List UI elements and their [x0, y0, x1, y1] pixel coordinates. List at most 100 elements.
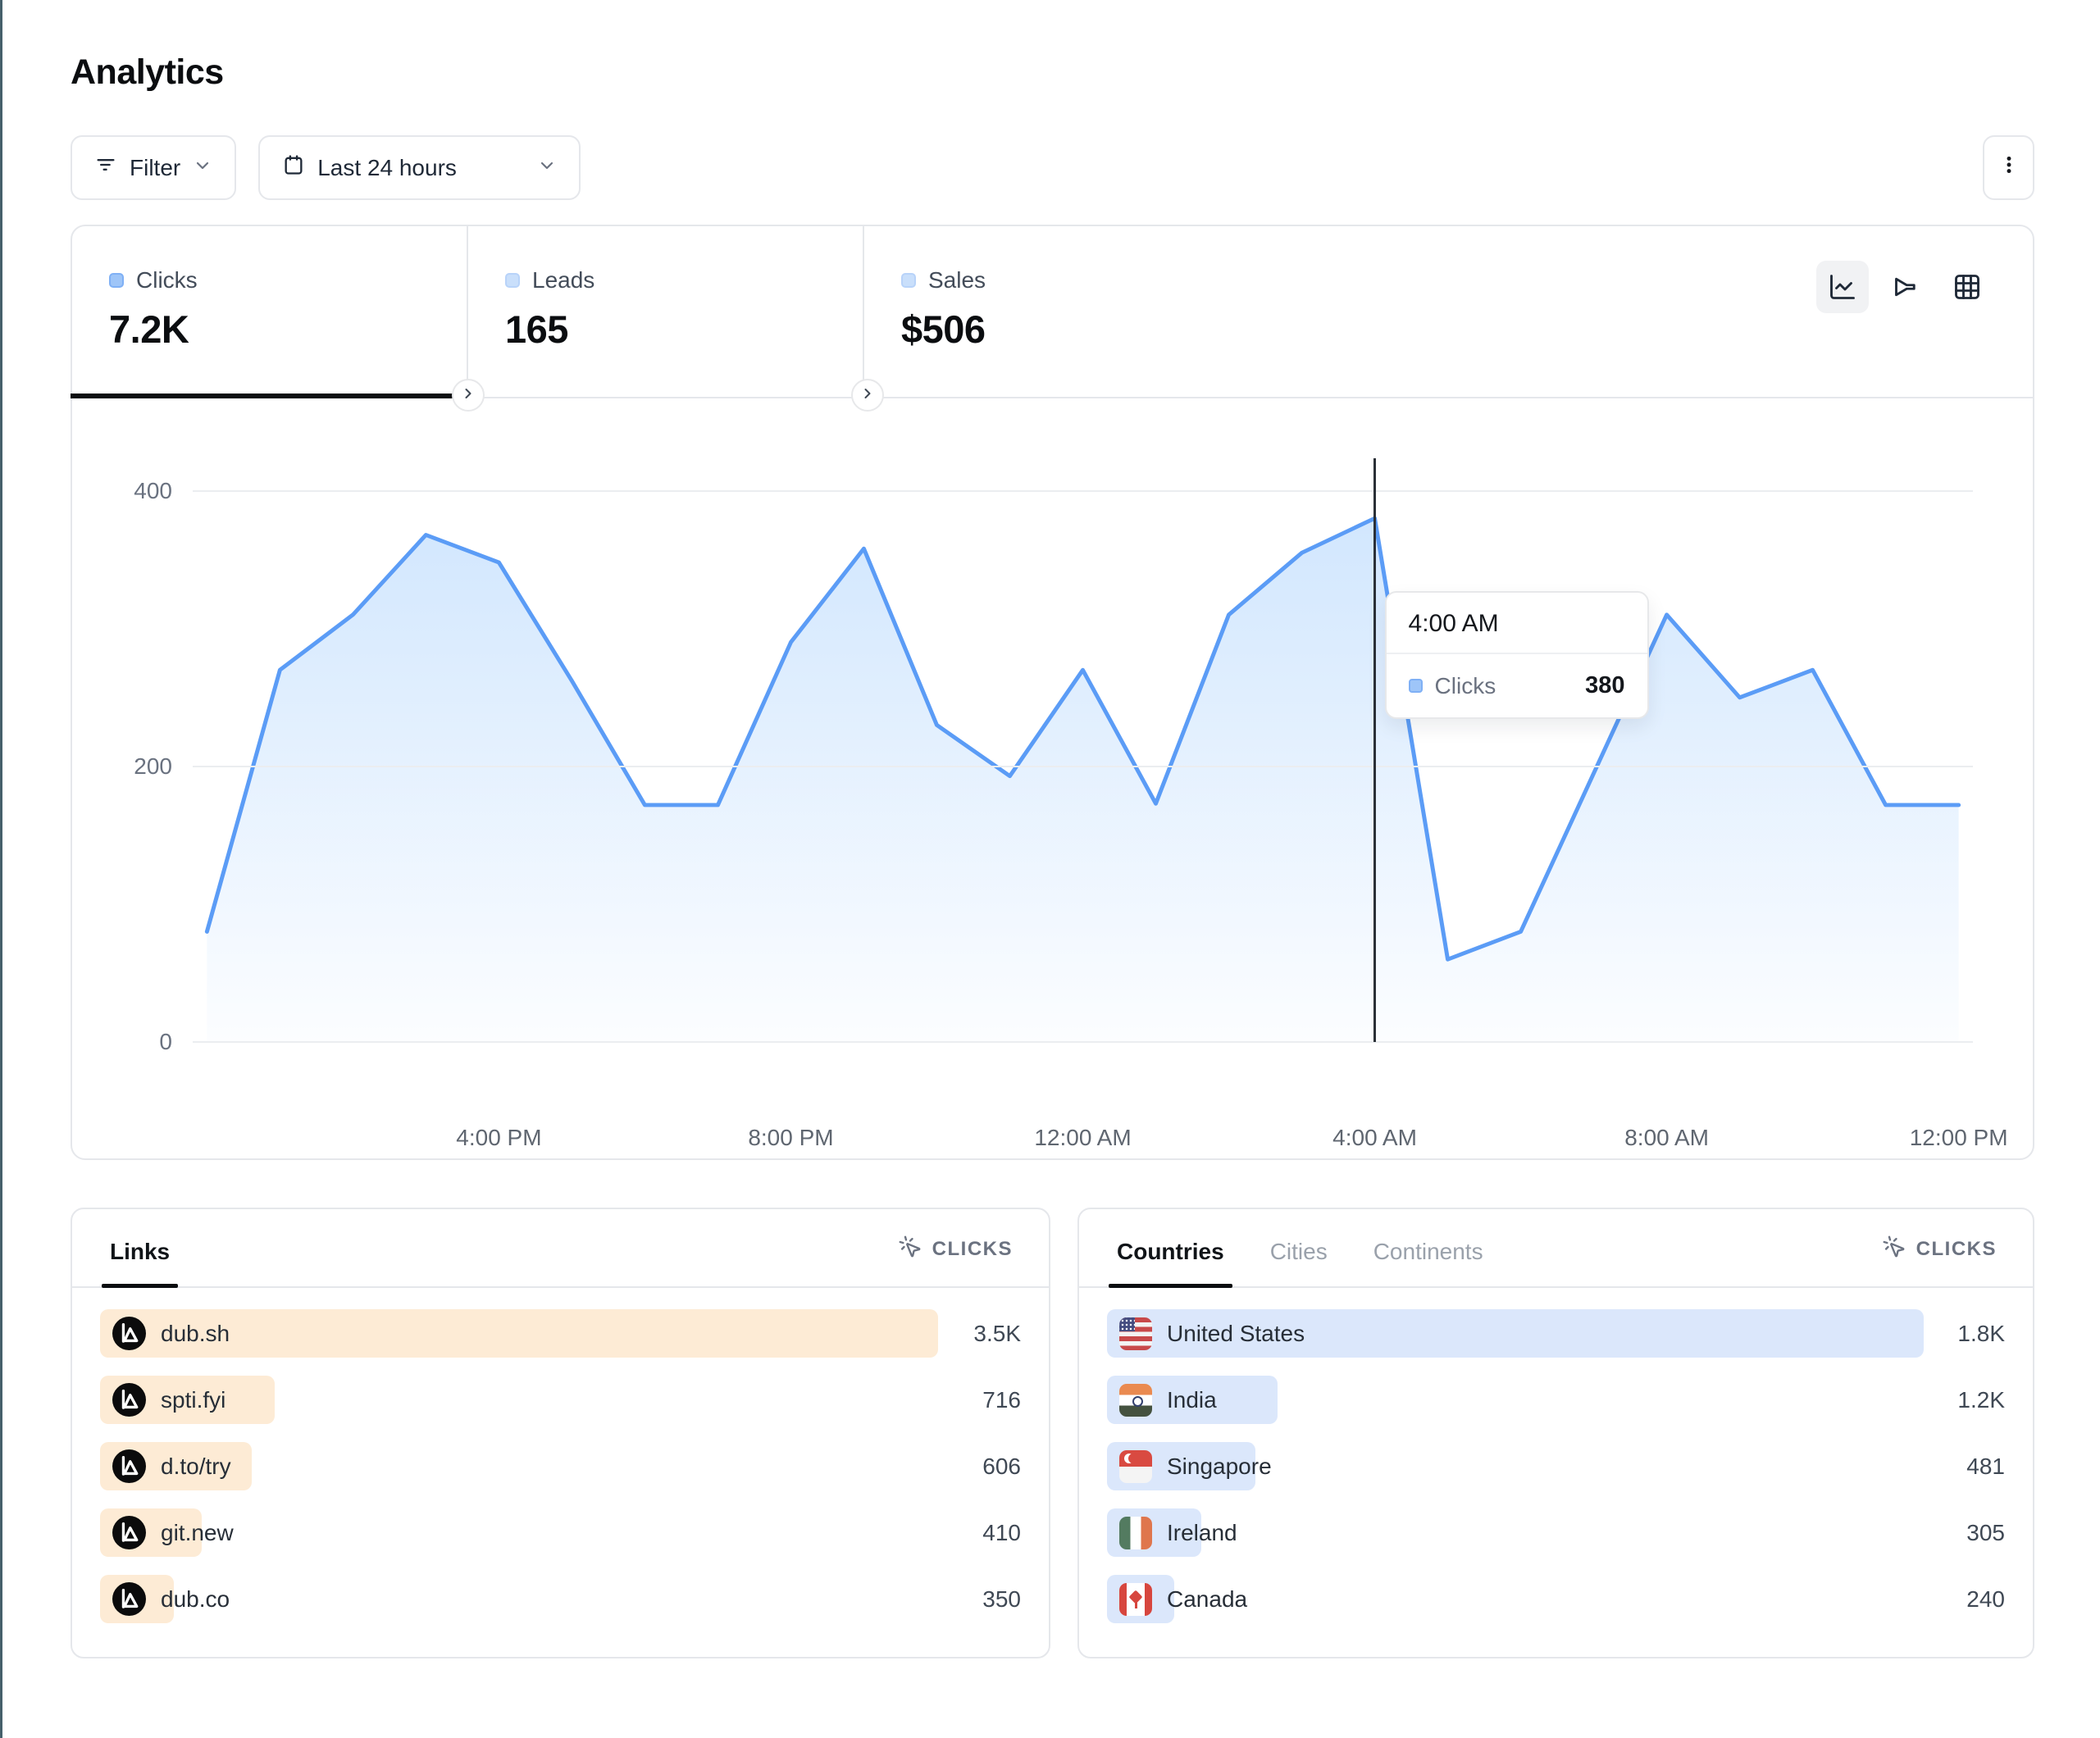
filter-button[interactable]: Filter: [71, 135, 237, 200]
row-label: Canada: [1167, 1586, 1248, 1612]
leads-indicator-square: [505, 273, 520, 288]
clicks-indicator-square: [109, 273, 124, 288]
sales-indicator-square: [901, 273, 916, 288]
sg-flag-icon: [1119, 1449, 1152, 1483]
analytics-page: Analytics Filter Last 24 hours: [2, 0, 2100, 1658]
sales-value: $506: [901, 307, 986, 351]
metric-label: Clicks: [136, 267, 198, 293]
analytics-panel: Clicks 7.2K Leads 165 Sales $506: [71, 225, 2034, 1160]
table-row[interactable]: git.new 410: [100, 1508, 1021, 1557]
line-chart-icon[interactable]: [1816, 261, 1869, 313]
dub-logo-icon: [112, 1383, 146, 1417]
countries-card-tabs: Countries Cities Continents: [1109, 1239, 1485, 1288]
table-row[interactable]: d.to/try 606: [100, 1442, 1021, 1490]
metric-label: Sales: [928, 267, 986, 293]
hover-marker-line: [1373, 458, 1377, 1042]
dub-logo-icon: [112, 1449, 146, 1483]
x-tick-label: 12:00 PM: [1909, 1125, 2008, 1150]
more-options-button[interactable]: [1983, 135, 2034, 200]
row-label: d.to/try: [161, 1453, 231, 1479]
expand-clicks-button[interactable]: [452, 379, 485, 412]
countries-sort-control[interactable]: CLICKS: [1882, 1235, 1997, 1286]
row-value: 606: [982, 1453, 1021, 1479]
table-icon[interactable]: [1941, 261, 1993, 313]
breakdown-cards: Links CLICKS dub.sh 3.5K spti.fyi 716 d.to/t…: [71, 1208, 2034, 1658]
table-row[interactable]: Singapore 481: [1107, 1442, 2005, 1490]
toolbar: Filter Last 24 hours: [71, 135, 2034, 200]
table-row[interactable]: India 1.2K: [1107, 1376, 2005, 1424]
links-card-tabs: Links: [101, 1239, 179, 1288]
tab-leads[interactable]: Leads 165: [468, 226, 864, 397]
chart-type-switcher: [1816, 261, 1993, 313]
tab-links[interactable]: Links: [101, 1239, 179, 1288]
sort-metric-label: CLICKS: [932, 1237, 1013, 1260]
row-value: 240: [1966, 1586, 2005, 1612]
tab-countries[interactable]: Countries: [1109, 1239, 1232, 1288]
chevron-down-icon: [193, 155, 212, 181]
chevron-right-icon: [859, 385, 876, 406]
y-axis: 400 200 0: [72, 463, 172, 1054]
row-label: India: [1167, 1386, 1217, 1413]
x-tick-label: 4:00 AM: [1332, 1125, 1417, 1150]
countries-card: Countries Cities Continents CLICKS United …: [1077, 1208, 2034, 1658]
chevron-down-icon: [537, 155, 557, 181]
ie-flag-icon: [1119, 1516, 1152, 1549]
links-card: Links CLICKS dub.sh 3.5K spti.fyi 716 d.to/t…: [71, 1208, 1050, 1658]
filter-icon: [94, 153, 117, 182]
row-label: United States: [1167, 1320, 1305, 1346]
table-row[interactable]: dub.co 350: [100, 1575, 1021, 1623]
filter-label: Filter: [130, 154, 181, 180]
table-row[interactable]: Ireland 305: [1107, 1508, 2005, 1557]
row-value: 1.2K: [1957, 1386, 2005, 1413]
tab-clicks[interactable]: Clicks 7.2K: [71, 226, 468, 398]
chevron-right-icon: [460, 385, 476, 406]
row-value: 350: [982, 1586, 1021, 1612]
row-label: dub.co: [161, 1586, 230, 1612]
tooltip-series-label: Clicks: [1434, 672, 1496, 698]
row-value: 481: [1966, 1453, 2005, 1479]
h-gridline: [193, 1041, 1973, 1043]
clicks-value: 7.2K: [109, 307, 189, 351]
x-axis: 4:00 PM 8:00 PM 12:00 AM 4:00 AM 8:00 AM 12:0…: [193, 1125, 2007, 1158]
table-row[interactable]: spti.fyi 716: [100, 1376, 1021, 1424]
kebab-menu-icon: [1998, 153, 2020, 182]
us-flag-icon: [1119, 1317, 1152, 1350]
row-value: 716: [982, 1386, 1021, 1413]
sort-metric-label: CLICKS: [1916, 1237, 1997, 1260]
in-flag-icon: [1119, 1383, 1152, 1417]
cursor-click-icon: [1882, 1235, 1906, 1263]
table-row[interactable]: Canada 240: [1107, 1575, 2005, 1623]
table-row[interactable]: dub.sh 3.5K: [100, 1309, 1021, 1358]
expand-leads-button[interactable]: [851, 379, 884, 412]
row-value: 410: [982, 1519, 1021, 1545]
table-row[interactable]: United States 1.8K: [1107, 1309, 2005, 1358]
clicks-indicator-square: [1408, 679, 1423, 693]
metric-label: Leads: [532, 267, 595, 293]
links-card-header: Links CLICKS: [72, 1209, 1049, 1288]
ca-flag-icon: [1119, 1582, 1152, 1616]
tab-cities[interactable]: Cities: [1269, 1239, 1328, 1264]
links-rows: dub.sh 3.5K spti.fyi 716 d.to/try 606 git.new 4…: [72, 1288, 1049, 1623]
tab-continents[interactable]: Continents: [1373, 1239, 1483, 1264]
calendar-icon: [282, 153, 305, 182]
value-bar: [1107, 1309, 1925, 1358]
date-range-button[interactable]: Last 24 hours: [258, 135, 581, 200]
page-title: Analytics: [71, 52, 224, 92]
area-series: [204, 516, 1961, 1042]
y-tick-label: 200: [134, 753, 172, 779]
row-label: Singapore: [1167, 1453, 1272, 1479]
cursor-click-icon: [898, 1235, 922, 1263]
h-gridline: [193, 489, 1973, 492]
h-gridline: [193, 765, 1973, 767]
links-sort-control[interactable]: CLICKS: [898, 1235, 1013, 1286]
chart-plot[interactable]: 4:00 AM Clicks 380: [193, 458, 1973, 1043]
metric-tabs-row: Clicks 7.2K Leads 165 Sales $506: [71, 226, 2033, 412]
clicks-area-chart[interactable]: 400 200 0 4:00 AM: [72, 398, 2033, 1160]
tab-sales[interactable]: Sales $506: [864, 226, 1260, 397]
dub-logo-icon: [112, 1582, 146, 1616]
row-value: 3.5K: [973, 1320, 1021, 1346]
funnel-chart-icon[interactable]: [1879, 261, 1931, 313]
chart-tooltip: 4:00 AM Clicks 380: [1384, 591, 1649, 719]
leads-value: 165: [505, 307, 568, 351]
row-label: Ireland: [1167, 1519, 1237, 1545]
